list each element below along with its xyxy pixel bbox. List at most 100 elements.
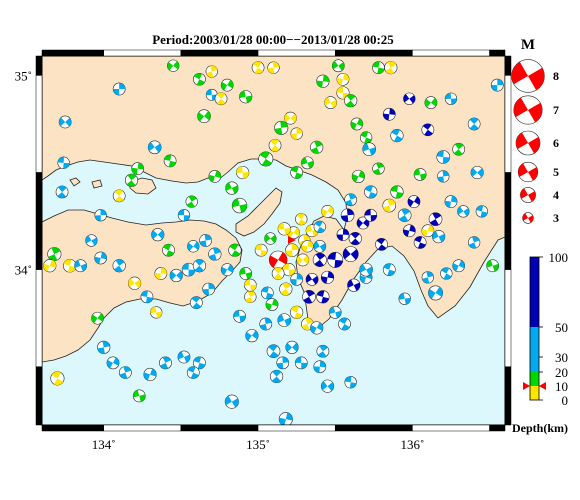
event-mechanism-39 [208,170,222,183]
event-mechanism-156 [162,243,175,257]
event-mechanism-70 [428,285,444,301]
event-mechanism-129 [193,356,206,370]
depth-band [530,386,539,400]
event-mechanism-25 [239,90,253,104]
event-mechanism-2 [231,197,248,214]
event-mechanism-66 [452,259,466,273]
event-mechanism-72 [375,238,388,251]
event-mechanism-87 [364,185,378,199]
event-mechanism-20 [351,169,365,183]
event-mechanism-166 [151,228,165,242]
depth-marker-left-icon [523,382,530,390]
depth-band [530,372,539,386]
event-mechanism-154 [43,259,57,273]
event-mechanism-13 [331,59,345,73]
event-mechanism-43 [350,117,364,131]
magnitude-legend-ball-6 [515,130,541,156]
frame-right-segment [504,75,512,173]
event-mechanism-64 [413,236,427,249]
frame-left-segment [35,55,43,76]
depth-tick-label: 100 [549,250,569,265]
event-mechanism-60 [475,205,488,218]
event-mechanism-91 [313,220,326,234]
event-mechanism-134 [118,366,132,379]
event-mechanism-148 [140,290,154,304]
depth-tick-label: 20 [555,365,568,380]
epicenter-star-icon [288,236,296,244]
magnitude-legend-ball-5 [517,161,539,183]
event-mechanism-139 [91,311,104,325]
event-mechanism-97 [296,253,310,267]
event-mechanism-107 [244,290,257,303]
event-mechanism-143 [169,268,183,283]
event-mechanism-69 [421,271,434,284]
event-mechanism-167 [177,209,191,222]
depth-band [530,357,539,372]
event-mechanism-110 [290,305,304,319]
event-mechanism-11 [344,94,358,108]
event-mechanism-128 [224,394,239,409]
y-tick-label: 35˚ [15,68,32,83]
frame-left-segment [35,269,43,367]
event-mechanism-147 [128,276,142,290]
event-mechanism-12 [316,74,330,88]
event-mechanism-17 [324,96,337,109]
event-mechanism-173 [402,224,416,238]
event-mechanism-58 [444,195,458,209]
x-tick-label: 135˚ [246,437,270,452]
frame-left-segment [35,172,43,270]
event-mechanism-120 [285,340,299,354]
event-mechanism-149 [112,259,126,273]
event-mechanism-50 [437,170,450,183]
event-mechanism-123 [313,360,327,374]
event-mechanism-80 [312,252,327,267]
event-mechanism-158 [220,263,234,276]
axis-ticks: 134˚ 135˚ 136˚ 35˚ 34˚ [15,68,425,452]
event-mechanism-65 [467,236,481,249]
depth-tick-label: 30 [555,350,568,365]
event-mechanism-8 [290,127,303,140]
land-islet-1 [69,177,81,187]
frame-bottom-segment [257,424,336,432]
event-mechanism-32 [58,115,72,129]
event-mechanism-103 [279,282,293,296]
event-mechanism-141 [189,296,203,310]
event-mechanism-5 [197,109,211,124]
magnitude-legend: M 8 7 6 5 4 3 [511,37,559,225]
event-mechanism-127 [278,412,293,425]
event-mechanism-114 [338,317,351,331]
event-mechanism-19 [372,162,385,175]
event-mechanism-113 [328,305,342,319]
event-mechanism-172 [397,208,412,223]
event-mechanism-14 [372,61,385,75]
event-mechanism-33 [57,156,70,169]
event-mechanism-125 [344,376,357,389]
event-mechanism-142 [202,282,216,296]
frame-top-segment [257,49,336,57]
event-mechanism-56 [436,150,451,164]
event-mechanism-7 [268,138,282,152]
frame-right-segment [504,55,512,76]
map-frame [35,49,512,432]
event-mechanism-75 [364,208,378,222]
event-mechanism-100 [290,272,304,286]
event-mechanism-88 [344,193,358,207]
event-mechanism-36 [147,140,162,155]
frame-bottom-segment [103,424,182,432]
event-mechanism-126 [316,344,330,358]
depth-scale-title: Depth(km) [512,421,568,435]
chart-title: Period:2003/01/28 00:00−−2013/01/28 00:2… [152,32,394,47]
event-mechanism-1 [268,250,288,270]
event-mechanism-52 [444,92,458,105]
event-mechanism-46 [382,198,397,213]
event-mechanism-105 [313,239,327,253]
event-mechanism-124 [320,379,335,393]
event-mechanism-48 [413,168,427,181]
event-mechanism-86 [347,278,361,292]
event-mechanism-151 [85,234,98,247]
event-mechanism-159 [239,267,253,280]
event-mechanism-157 [208,247,222,261]
event-mechanism-90 [305,224,319,238]
magnitude-legend-label: 4 [553,188,559,202]
magnitude-legend-title: M [521,37,535,53]
